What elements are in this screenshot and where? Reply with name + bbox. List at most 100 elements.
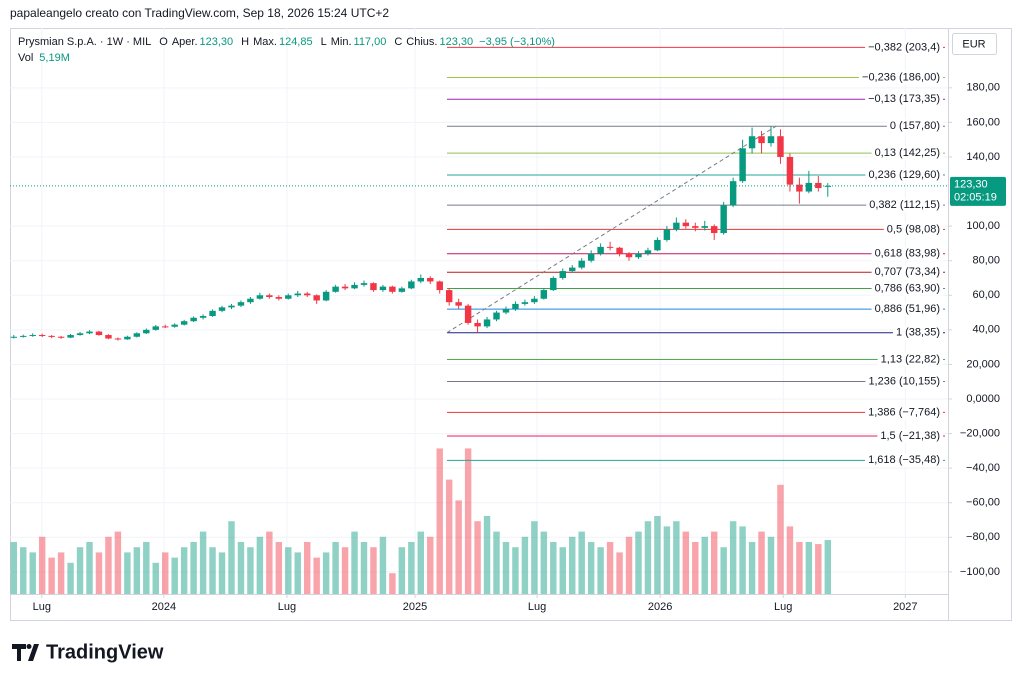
volume-bar xyxy=(796,542,803,594)
candle-body xyxy=(512,303,519,310)
y-tick-label: 60,00 xyxy=(972,289,1000,301)
volume-bar xyxy=(20,547,27,594)
logo-icon xyxy=(12,644,39,661)
volume-bar xyxy=(190,542,197,594)
x-tick-label: 2027 xyxy=(893,601,917,613)
x-tick-label: 2024 xyxy=(152,601,176,613)
volume-bar xyxy=(67,562,74,594)
fib-label-bg xyxy=(865,92,943,107)
x-tick-label: 2026 xyxy=(648,601,672,613)
volume-bar xyxy=(10,542,18,594)
candle-body xyxy=(673,222,680,230)
y-tick-label: 100,00 xyxy=(966,220,1000,232)
volume-bar xyxy=(143,542,150,594)
candle-body xyxy=(218,307,226,311)
volume-bar xyxy=(701,536,708,594)
candle-body xyxy=(389,286,396,292)
legend-value: 124,85 xyxy=(279,36,313,48)
volume-bar xyxy=(417,531,425,594)
volume-bar xyxy=(616,552,623,594)
candle-body xyxy=(76,333,84,336)
candle-body xyxy=(815,182,822,189)
volume-bar xyxy=(436,448,443,594)
candle-body xyxy=(550,277,557,291)
candle-body xyxy=(57,336,65,338)
candle-body xyxy=(247,298,254,303)
candle-body xyxy=(124,336,131,340)
symbol: Prysmian S.p.A. · 1W · MIL xyxy=(18,36,151,48)
fib-label: 0,382 (112,15) xyxy=(869,199,940,211)
fib-label-bg xyxy=(865,40,943,55)
volume-bar xyxy=(748,542,756,594)
candle-body xyxy=(228,305,235,308)
volume-bar xyxy=(587,542,595,594)
volume-bar xyxy=(285,547,292,594)
volume-bar xyxy=(294,552,301,594)
volume-bar xyxy=(379,536,387,594)
candle-body xyxy=(493,312,500,320)
x-tick-label: Lug xyxy=(528,601,546,613)
volume-bar xyxy=(815,544,822,594)
volume-bar xyxy=(692,542,699,594)
volume-bar xyxy=(540,531,548,594)
fib-label-bg xyxy=(886,119,943,134)
candle-body xyxy=(199,316,207,318)
x-tick-label: Lug xyxy=(774,601,792,613)
volume-bar xyxy=(228,521,235,594)
candle-body xyxy=(436,281,443,291)
fib-label-bg xyxy=(866,198,943,213)
fib-label-bg xyxy=(871,265,943,280)
candle-body xyxy=(710,226,718,234)
candle-body xyxy=(86,331,93,334)
legend-name: Min. xyxy=(331,36,352,48)
candle-body xyxy=(483,319,491,327)
volume-bar xyxy=(635,531,642,594)
candle-body xyxy=(587,253,595,261)
volume-bar xyxy=(341,547,349,594)
candle-body xyxy=(313,295,320,301)
volume-bar xyxy=(777,484,784,594)
volume-bar xyxy=(483,516,491,594)
candle-body xyxy=(275,296,283,299)
chart-title: papaleangelo creato con TradingView.com,… xyxy=(10,6,389,20)
brand: TradingView xyxy=(46,641,164,663)
candle-body xyxy=(663,229,671,240)
candle-body xyxy=(190,317,197,322)
fib-label-bg xyxy=(877,352,943,367)
legend-value: 123,30 xyxy=(439,36,473,48)
fib-label: 0,5 (98,08) xyxy=(887,223,940,235)
candle-body xyxy=(171,324,178,327)
volume-value: 5,19M xyxy=(39,52,70,64)
volume-bar xyxy=(180,547,188,594)
legend-key: L xyxy=(321,36,327,48)
volume-bar xyxy=(767,536,775,594)
brand-logo: TradingView xyxy=(12,641,164,663)
candle-body xyxy=(143,329,150,334)
legend-key: C xyxy=(394,36,402,48)
fib-label: 0,618 (83,98) xyxy=(875,248,940,260)
volume-bar xyxy=(824,540,832,594)
fib-label-bg xyxy=(865,167,943,182)
volume-bar xyxy=(29,552,36,594)
candle-body xyxy=(417,277,425,282)
fib-label: 1,13 (22,82) xyxy=(881,353,940,365)
candle-body xyxy=(256,295,264,299)
volume-bar xyxy=(445,479,453,594)
candle-body xyxy=(606,246,614,248)
candle-body xyxy=(408,281,415,289)
volume-bar xyxy=(275,542,283,594)
volume-bar xyxy=(370,547,377,594)
candle-body xyxy=(720,205,727,234)
volume-bar xyxy=(332,542,339,594)
volume-bar xyxy=(644,521,652,594)
volume-bar xyxy=(625,536,633,594)
y-tick-label: 140,00 xyxy=(966,151,1000,163)
volume-bar xyxy=(322,552,330,594)
price-label: 123,30 xyxy=(954,179,988,191)
volume-bar xyxy=(152,562,159,594)
legend-change: −3,95 (−3,10%) xyxy=(479,36,555,48)
candle-body xyxy=(464,305,472,323)
fib-label: 0,886 (51,96) xyxy=(875,303,940,315)
fib-label-bg xyxy=(871,246,943,261)
volume-bar xyxy=(493,531,500,594)
